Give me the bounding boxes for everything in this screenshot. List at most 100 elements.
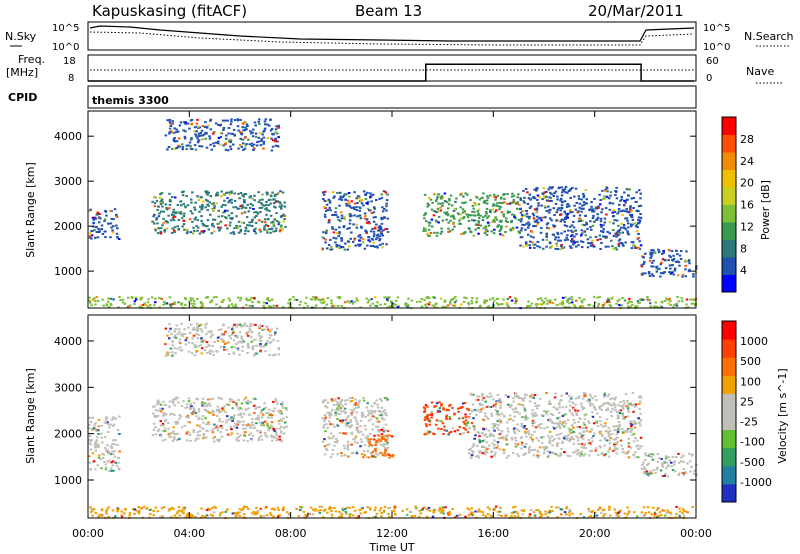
- echo-cell: [196, 431, 200, 434]
- echo-cell: [435, 405, 439, 408]
- echo-cell: [95, 296, 99, 299]
- echo-cell: [442, 433, 445, 435]
- echo-cell: [639, 396, 643, 399]
- echo-cell: [242, 121, 246, 124]
- echo-cell: [561, 189, 565, 191]
- echo-cell: [621, 414, 625, 417]
- echo-cell: [443, 425, 446, 428]
- echo-cell: [172, 426, 175, 429]
- echo-cell: [270, 434, 273, 437]
- echo-cell: [256, 212, 260, 215]
- echo-cell: [447, 230, 450, 233]
- echo-cell: [338, 403, 341, 406]
- echo-cell: [656, 466, 659, 469]
- echo-cell: [227, 132, 230, 135]
- echo-cell: [241, 325, 245, 327]
- echo-cell: [598, 416, 602, 419]
- echo-cell: [599, 423, 603, 426]
- echo-cell: [559, 239, 563, 242]
- echo-cell: [257, 439, 260, 441]
- echo-cell: [477, 227, 480, 230]
- echo-cell: [196, 118, 199, 121]
- echo-cell: [603, 437, 607, 439]
- echo-cell: [438, 410, 442, 413]
- echo-cell: [530, 393, 534, 396]
- echo-cell: [339, 191, 342, 194]
- echo-cell: [536, 194, 540, 197]
- echo-cell: [612, 425, 615, 428]
- echo-cell: [422, 406, 426, 409]
- echo-cell: [109, 209, 112, 212]
- echo-cell: [258, 228, 261, 231]
- echo-cell: [448, 418, 452, 420]
- echo-cell: [626, 219, 629, 222]
- echo-cell: [477, 208, 481, 211]
- echo-cell: [132, 508, 135, 511]
- echo-cell: [297, 515, 301, 518]
- echo-cell: [198, 425, 202, 428]
- echo-cell: [126, 306, 130, 308]
- echo-cell: [480, 408, 483, 411]
- echo-cell: [432, 511, 435, 514]
- echo-cell: [369, 452, 373, 455]
- echo-cell: [380, 406, 383, 409]
- echo-cell: [544, 206, 547, 209]
- echo-cell: [585, 221, 588, 224]
- echo-cell: [386, 446, 390, 449]
- echo-cell: [691, 298, 694, 301]
- echo-cell: [280, 403, 283, 405]
- echo-cell: [551, 302, 554, 304]
- echo-cell: [506, 427, 510, 430]
- echo-cell: [407, 297, 410, 300]
- echo-cell: [154, 229, 157, 232]
- echo-cell: [612, 248, 615, 251]
- echo-cell: [344, 399, 347, 402]
- echo-cell: [248, 434, 251, 436]
- colorbar-segment: [722, 204, 736, 223]
- echo-cell: [635, 223, 639, 226]
- echo-cell: [533, 394, 537, 397]
- echo-cell: [484, 450, 487, 453]
- echo-cell: [524, 416, 528, 419]
- echo-cell: [245, 299, 249, 302]
- echo-cell: [535, 414, 538, 417]
- echo-cell: [595, 514, 599, 517]
- echo-cell: [563, 210, 566, 213]
- echo-cell: [521, 210, 524, 213]
- echo-cell: [533, 402, 537, 405]
- echo-cell: [426, 302, 429, 305]
- echo-cell: [104, 422, 107, 424]
- echo-cell: [356, 442, 359, 445]
- echo-cell: [232, 143, 235, 146]
- echo-cell: [187, 350, 191, 353]
- echo-cell: [570, 396, 573, 399]
- echo-cell: [216, 438, 219, 441]
- echo-cell: [115, 224, 118, 227]
- echo-cell: [237, 147, 240, 150]
- echo-cell: [473, 437, 476, 440]
- echo-cell: [684, 259, 687, 262]
- echo-cell: [243, 434, 247, 437]
- echo-cell: [181, 332, 184, 335]
- echo-cell: [325, 203, 329, 206]
- echo-cell: [419, 512, 423, 515]
- echo-cell: [428, 221, 432, 224]
- echo-cell: [611, 397, 614, 400]
- echo-cell: [571, 186, 574, 189]
- echo-cell: [188, 141, 192, 144]
- echo-cell: [342, 226, 346, 229]
- echo-cell: [629, 403, 632, 406]
- echo-cell: [545, 245, 548, 248]
- echo-cell: [489, 406, 493, 408]
- echo-cell: [338, 232, 341, 235]
- echo-cell: [614, 438, 617, 441]
- echo-cell: [262, 301, 266, 304]
- echo-cell: [199, 344, 203, 347]
- echo-cell: [356, 429, 360, 432]
- echo-cell: [204, 132, 208, 134]
- echo-cell: [154, 297, 157, 300]
- echo-cell: [533, 415, 537, 418]
- echo-cell: [568, 514, 571, 517]
- echo-cell: [133, 513, 136, 515]
